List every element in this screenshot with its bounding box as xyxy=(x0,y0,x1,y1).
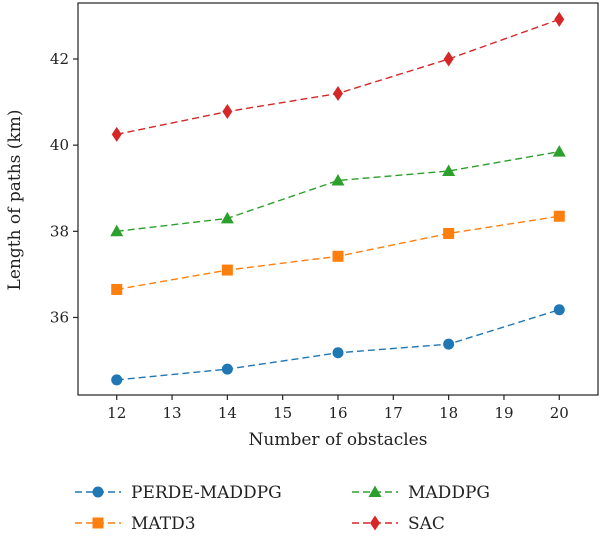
legend-label: MATD3 xyxy=(131,514,196,534)
legend-item: MATD3 xyxy=(75,514,196,534)
x-axis: 12 13 14 15 16 17 18 19 20 xyxy=(107,395,569,422)
x-axis-label: Number of obstacles xyxy=(249,430,428,450)
legend-marker xyxy=(370,515,380,531)
data-point xyxy=(443,338,455,350)
plot-frame xyxy=(77,2,599,396)
data-point xyxy=(443,51,454,67)
data-point xyxy=(554,11,565,27)
y-tick-label: 42 xyxy=(50,50,69,68)
data-point xyxy=(111,283,123,295)
x-tick-label: 15 xyxy=(273,404,292,422)
data-point xyxy=(552,145,566,157)
legend-marker xyxy=(92,486,104,498)
data-point xyxy=(222,104,233,120)
series-matd3 xyxy=(111,210,565,295)
data-point xyxy=(111,126,122,142)
data-point xyxy=(111,374,123,386)
legend-label: PERDE-MADDPG xyxy=(131,483,282,503)
data-point xyxy=(442,164,456,176)
legend-marker xyxy=(92,517,104,529)
y-tick-label: 36 xyxy=(50,308,69,326)
series-line xyxy=(116,18,560,136)
data-point xyxy=(220,211,234,224)
legend-label: SAC xyxy=(408,514,445,534)
data-point xyxy=(333,85,343,101)
data-point xyxy=(553,210,565,222)
legend-item: PERDE-MADDPG xyxy=(75,483,282,503)
y-tick-label: 40 xyxy=(50,136,69,154)
data-point xyxy=(443,227,455,239)
series-line xyxy=(116,309,560,381)
series-maddpg xyxy=(110,145,566,237)
series-sac xyxy=(111,11,565,142)
x-tick-label: 12 xyxy=(107,404,126,422)
x-tick-label: 20 xyxy=(550,404,569,422)
legend-item: MADDPG xyxy=(352,483,490,503)
x-tick-label: 16 xyxy=(328,404,347,422)
x-tick-label: 17 xyxy=(384,404,403,422)
x-tick-label: 14 xyxy=(218,404,237,422)
legend-item: SAC xyxy=(352,514,445,534)
data-point xyxy=(110,224,124,237)
x-tick-label: 13 xyxy=(162,404,181,422)
x-tick-label: 19 xyxy=(494,404,513,422)
data-point xyxy=(221,264,233,276)
data-point xyxy=(331,173,345,186)
y-axis: 36 38 40 42 xyxy=(50,50,78,326)
series-line xyxy=(116,150,560,233)
data-point xyxy=(553,304,565,316)
y-axis-label: Length of paths (km) xyxy=(5,110,25,291)
series-layer xyxy=(110,11,566,386)
data-point xyxy=(332,347,344,359)
legend: PERDE-MADDPG MATD3 MADDPG SAC xyxy=(75,483,490,534)
y-tick-label: 38 xyxy=(50,222,69,240)
series-perde-maddpg xyxy=(111,304,565,386)
x-tick-label: 18 xyxy=(439,404,458,422)
data-point xyxy=(332,250,344,262)
legend-marker xyxy=(368,485,382,497)
data-point xyxy=(221,363,233,375)
legend-label: MADDPG xyxy=(408,483,490,503)
